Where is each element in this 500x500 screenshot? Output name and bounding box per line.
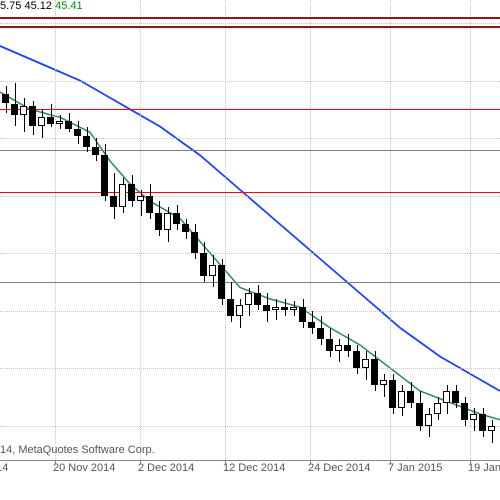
x-tick-label: 12 Dec 2014	[223, 462, 285, 474]
candle	[74, 0, 81, 460]
candle	[119, 0, 126, 460]
price-chart[interactable]: 5.75 45.12 45.41 14, MetaQuotes Software…	[0, 0, 500, 460]
candle	[101, 0, 108, 460]
candle	[479, 0, 486, 460]
candle	[236, 0, 243, 460]
candle	[110, 0, 117, 460]
candle	[155, 0, 162, 460]
candle	[137, 0, 144, 460]
candle	[65, 0, 72, 460]
x-tick-label: 20 Nov 2014	[53, 462, 115, 474]
candle	[92, 0, 99, 460]
candle	[452, 0, 459, 460]
candle	[173, 0, 180, 460]
candle	[299, 0, 306, 460]
candle	[200, 0, 207, 460]
candle	[335, 0, 342, 460]
candle	[353, 0, 360, 460]
x-tick-label: 19 Jan 2015	[468, 462, 500, 474]
candle	[281, 0, 288, 460]
candle	[56, 0, 63, 460]
candle	[380, 0, 387, 460]
candle	[407, 0, 414, 460]
candle	[317, 0, 324, 460]
candle	[164, 0, 171, 460]
candle	[362, 0, 369, 460]
candle	[398, 0, 405, 460]
candle	[191, 0, 198, 460]
candle	[326, 0, 333, 460]
x-tick-label: 014	[0, 462, 8, 474]
candle	[11, 0, 18, 460]
candle	[209, 0, 216, 460]
grid-line-v	[225, 0, 226, 460]
candle	[128, 0, 135, 460]
candle	[425, 0, 432, 460]
x-axis: 014 20 Nov 2014 2 Dec 2014 12 Dec 2014 24 De…	[0, 460, 500, 500]
candle	[47, 0, 54, 460]
x-tick-label: 7 Jan 2015	[388, 462, 442, 474]
candle	[416, 0, 423, 460]
candle	[461, 0, 468, 460]
candle	[254, 0, 261, 460]
candle	[344, 0, 351, 460]
candle	[389, 0, 396, 460]
candle	[290, 0, 297, 460]
candle	[371, 0, 378, 460]
candle	[227, 0, 234, 460]
candle	[2, 0, 9, 460]
candle	[245, 0, 252, 460]
candle	[443, 0, 450, 460]
candle	[488, 0, 495, 460]
candle	[83, 0, 90, 460]
candle	[29, 0, 36, 460]
candle	[434, 0, 441, 460]
candle	[263, 0, 270, 460]
candle	[308, 0, 315, 460]
candle	[272, 0, 279, 460]
candle	[20, 0, 27, 460]
candle	[146, 0, 153, 460]
candle	[182, 0, 189, 460]
candle	[218, 0, 225, 460]
x-tick-label: 24 Dec 2014	[308, 462, 370, 474]
x-axis-line	[0, 460, 500, 461]
candle	[470, 0, 477, 460]
x-tick-label: 2 Dec 2014	[138, 462, 194, 474]
candle	[38, 0, 45, 460]
